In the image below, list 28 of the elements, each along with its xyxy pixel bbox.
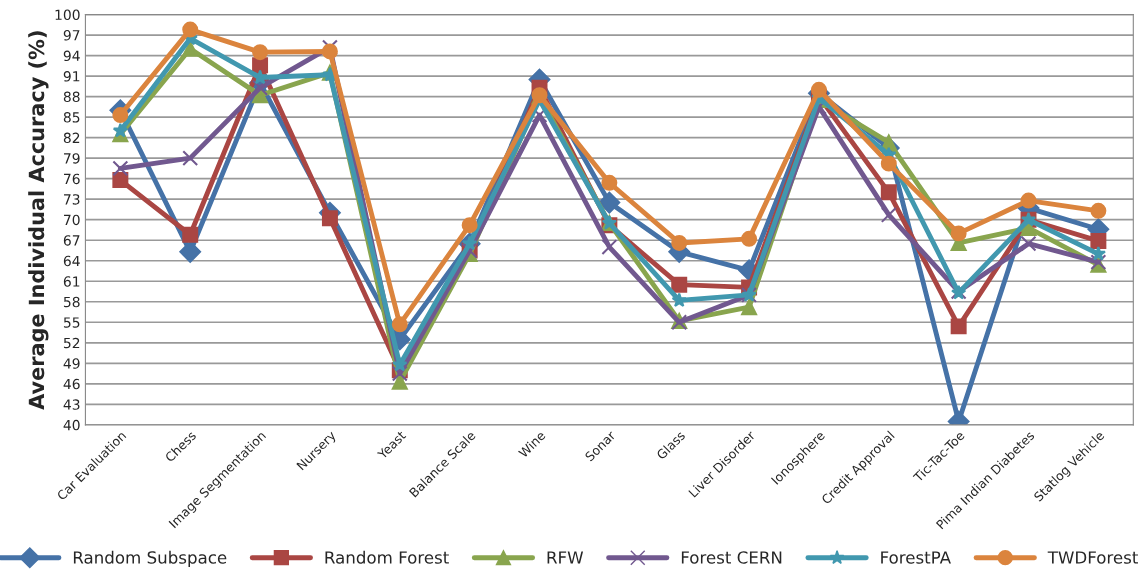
y-tick-label: 46 <box>63 378 80 390</box>
y-tick-label: 52 <box>63 337 80 349</box>
legend-label: Forest CERN <box>681 551 782 564</box>
y-tick-label: 43 <box>63 399 80 410</box>
legend-label: Random Subspace <box>73 550 227 567</box>
y-tick-label: 97 <box>63 30 80 41</box>
y-tick-label: 85 <box>63 112 80 123</box>
y-tick-label: 76 <box>64 173 80 185</box>
legend-label: ForestPA <box>881 551 951 564</box>
y-tick-label: 94 <box>63 50 80 62</box>
y-tick-label: 100 <box>55 9 80 21</box>
y-tick-label: 40 <box>63 419 80 431</box>
y-tick-label: 67 <box>63 235 80 246</box>
y-tick-label: 73 <box>64 194 80 205</box>
legend-label: Random Forest <box>325 550 449 564</box>
legend-label: RFW <box>547 551 584 564</box>
y-tick-label: 61 <box>63 276 80 287</box>
y-tick-label: 64 <box>63 255 80 267</box>
y-tick-label: 79 <box>64 153 80 164</box>
legend-label: TWDForest <box>1047 551 1138 564</box>
y-tick-label: 70 <box>64 214 80 226</box>
y-tick-label: 91 <box>63 71 80 82</box>
y-tick-label: 55 <box>63 317 80 328</box>
y-axis-title: Average Individual Accuracy (%) <box>28 31 49 410</box>
y-tick-label: 88 <box>63 91 80 103</box>
y-tick-label: 49 <box>63 358 80 369</box>
y-tick-label: 82 <box>63 132 80 144</box>
y-tick-label: 58 <box>63 296 80 308</box>
